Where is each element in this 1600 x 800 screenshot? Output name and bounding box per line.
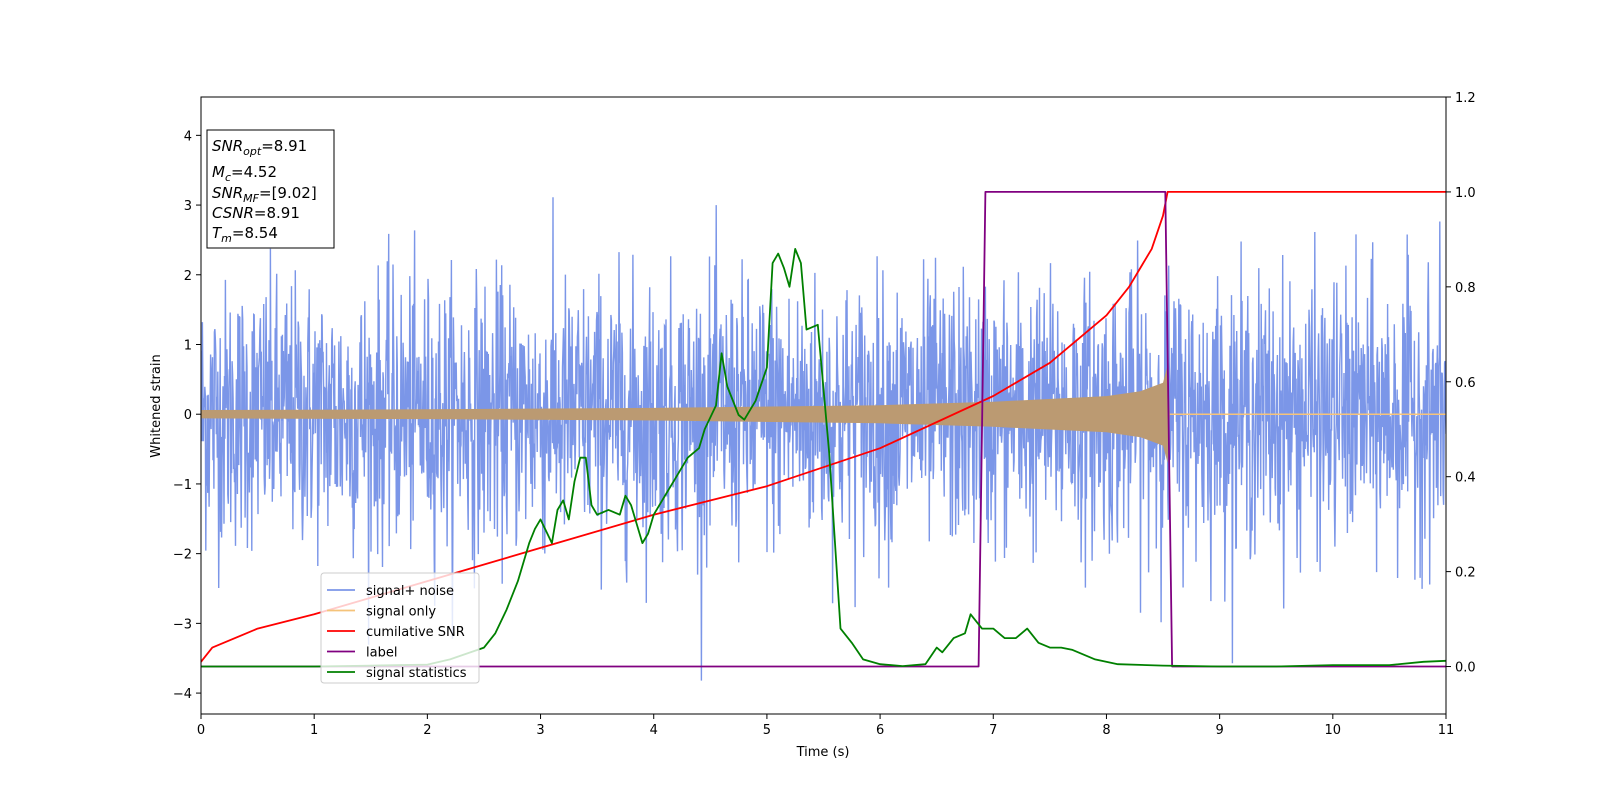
stats-annotation-box: SNRopt=8.91Mc=4.52SNRMF=[9.02]CSNR=8.91T… bbox=[206, 129, 335, 249]
stats-annotation-frame bbox=[206, 129, 335, 249]
x-tick-label: 10 bbox=[1325, 723, 1342, 738]
series-signal-only-envelope bbox=[201, 365, 1446, 463]
plot-area bbox=[201, 191, 1446, 681]
y-left-tick-label: 2 bbox=[184, 269, 192, 284]
y-right-tick-label: 0.2 bbox=[1455, 566, 1476, 581]
stats-annotation-line: SNRMF=[9.02] bbox=[212, 184, 317, 205]
annotation-symbol: SNR bbox=[212, 184, 243, 202]
y-right-tick-label: 0.8 bbox=[1455, 281, 1476, 296]
legend-label: label bbox=[366, 646, 397, 661]
y-axis-right: 0.0 0.2 0.4 0.6 0.8 1.0 1.2 bbox=[1446, 91, 1476, 676]
y-axis-label: Whitened strain bbox=[149, 354, 164, 457]
y-left-tick-label: −1 bbox=[173, 478, 192, 493]
y-left-tick-label: −2 bbox=[173, 548, 192, 563]
annotation-value: =[9.02] bbox=[259, 184, 317, 202]
axes-frame bbox=[200, 96, 1447, 715]
annotation-value: =8.54 bbox=[232, 224, 278, 242]
x-tick-label: 11 bbox=[1438, 723, 1455, 738]
x-tick-label: 0 bbox=[197, 723, 205, 738]
y-right-tick-label: 0.6 bbox=[1455, 376, 1476, 391]
x-tick-label: 9 bbox=[1215, 723, 1223, 738]
x-axis-label: Time (s) bbox=[796, 745, 850, 760]
x-axis: 0 1 2 3 4 5 6 7 8 9 10 11 bbox=[197, 714, 1454, 738]
y-right-tick-label: 0.4 bbox=[1455, 471, 1476, 486]
annotation-symbol: M bbox=[212, 163, 225, 181]
legend: signal+ noise signal only cumilative SNR la… bbox=[320, 572, 480, 684]
x-tick-label: 3 bbox=[536, 723, 544, 738]
y-right-tick-label: 0.0 bbox=[1455, 661, 1476, 676]
legend-label: cumilative SNR bbox=[366, 625, 465, 640]
x-tick-label: 7 bbox=[989, 723, 997, 738]
x-tick-label: 2 bbox=[423, 723, 431, 738]
annotation-symbol: SNR bbox=[212, 137, 243, 155]
x-tick-label: 6 bbox=[876, 723, 884, 738]
y-left-tick-label: 0 bbox=[184, 408, 192, 423]
y-left-tick-label: −4 bbox=[173, 687, 192, 702]
legend-label: signal only bbox=[366, 605, 436, 620]
x-tick-label: 1 bbox=[310, 723, 318, 738]
series-cumilative-snr-line bbox=[201, 191, 1446, 663]
annotation-value: =8.91 bbox=[254, 204, 300, 222]
annotation-symbol: T bbox=[212, 224, 223, 242]
y-axis-left: −4 −3 −2 −1 0 1 2 3 4 bbox=[173, 129, 201, 702]
y-left-tick-label: 1 bbox=[184, 338, 192, 353]
stats-annotation-line: SNRopt=8.91 bbox=[212, 137, 307, 158]
annotation-subscript: c bbox=[225, 171, 231, 184]
annotation-symbol: CSNR bbox=[212, 204, 254, 222]
annotation-value: =8.91 bbox=[261, 137, 307, 155]
legend-frame bbox=[320, 572, 480, 684]
y-right-tick-label: 1.0 bbox=[1455, 186, 1476, 201]
x-tick-label: 8 bbox=[1102, 723, 1110, 738]
annotation-subscript: m bbox=[221, 232, 232, 245]
stats-annotation-line: CSNR=8.91 bbox=[212, 204, 300, 222]
annotation-subscript: opt bbox=[243, 145, 262, 158]
x-tick-label: 5 bbox=[763, 723, 771, 738]
y-left-tick-label: 3 bbox=[184, 199, 192, 214]
stats-annotation-line: Tm=8.54 bbox=[212, 224, 278, 245]
y-left-tick-label: 4 bbox=[184, 129, 192, 144]
x-tick-label: 4 bbox=[650, 723, 658, 738]
y-left-tick-label: −3 bbox=[173, 617, 192, 632]
series-signal-noise-line bbox=[201, 197, 1446, 681]
annotation-subscript: MF bbox=[243, 192, 259, 205]
series-signal-statistics-line bbox=[201, 248, 1446, 668]
stats-annotation-line: Mc=4.52 bbox=[212, 163, 277, 184]
annotation-value: =4.52 bbox=[231, 163, 277, 181]
legend-label: signal statistics bbox=[366, 666, 467, 681]
legend-label: signal+ noise bbox=[366, 584, 454, 599]
y-right-tick-label: 1.2 bbox=[1455, 91, 1476, 106]
